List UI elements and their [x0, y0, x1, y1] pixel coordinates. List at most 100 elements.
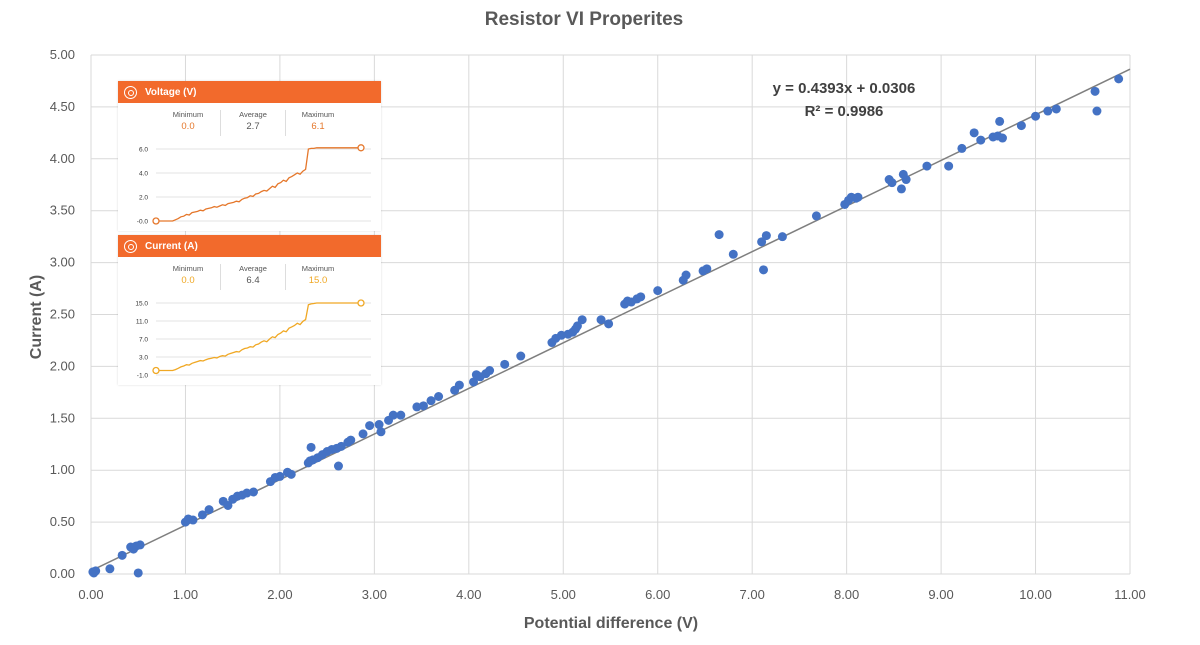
current-stat-max: Maximum 15.0 [286, 264, 350, 290]
mini-tick-label: 2.0 [139, 195, 148, 202]
data-point [556, 330, 566, 340]
data-point [275, 471, 285, 481]
data-point [133, 568, 143, 578]
stat-label: Maximum [301, 264, 335, 273]
y-tick-label: 4.50 [50, 99, 75, 114]
stat-label: Minimum [172, 264, 204, 273]
voltage-panel: Voltage (V) Minimum 0.0 Average 2.7 Maxi… [118, 81, 381, 231]
current-stat-min: Minimum 0.0 [156, 264, 221, 290]
data-point [702, 264, 712, 274]
data-point [469, 377, 479, 387]
data-point [636, 292, 646, 302]
data-point [957, 143, 967, 153]
x-tick-label: 0.00 [78, 587, 103, 602]
mini-end-marker [357, 144, 365, 152]
data-point [286, 469, 296, 479]
data-point [681, 270, 691, 280]
mini-series-line [156, 302, 361, 372]
y-tick-label: 1.50 [50, 410, 75, 425]
x-tick-label: 8.00 [834, 587, 859, 602]
x-tick-label: 1.00 [173, 587, 198, 602]
scatter-points [88, 74, 1124, 578]
data-point [976, 135, 986, 145]
y-tick-label: 3.50 [50, 203, 75, 218]
y-tick-label: 5.00 [50, 47, 75, 62]
data-point [572, 321, 582, 331]
voltage-stat-max: Maximum 6.1 [286, 110, 350, 136]
data-point [117, 550, 127, 560]
stat-label: Average [239, 110, 267, 119]
data-point [944, 161, 954, 171]
data-point [1114, 74, 1124, 84]
x-tick-label: 9.00 [928, 587, 953, 602]
mini-series-line [156, 147, 361, 222]
data-point [1090, 86, 1100, 96]
voltage-stat-min: Minimum 0.0 [156, 110, 221, 136]
voltage-panel-header: Voltage (V) [118, 81, 381, 103]
stat-value: 0.0 [181, 121, 195, 132]
tick-labels: 0.00 1.00 2.00 3.00 4.00 5.00 6.00 7.00 8.00 9.00… [50, 47, 1146, 602]
data-point [922, 161, 932, 171]
x-tick-label: 6.00 [645, 587, 670, 602]
chart-title: Resistor VI Properites [485, 9, 684, 30]
stat-value: 6.4 [246, 275, 260, 286]
trendline-equation: y = 0.4393x + 0.0306 [773, 80, 916, 97]
y-tick-label: 0.00 [50, 566, 75, 581]
x-tick-label: 2.00 [267, 587, 292, 602]
data-point [434, 392, 444, 402]
voltage-stat-avg: Average 2.7 [221, 110, 286, 136]
mini-tick-label: -1.0 [137, 373, 149, 380]
x-tick-label: 5.00 [551, 587, 576, 602]
data-point [485, 366, 495, 376]
data-point [135, 540, 145, 550]
stat-label: Maximum [301, 110, 335, 119]
y-tick-label: 0.50 [50, 514, 75, 529]
data-point [388, 410, 398, 420]
data-point [1031, 111, 1041, 121]
mini-start-marker [152, 366, 160, 375]
data-point [596, 315, 606, 325]
mini-tick-label: 15.0 [135, 301, 148, 308]
mini-tick-label: -0.0 [137, 219, 149, 226]
stat-value: 0.0 [181, 275, 195, 286]
stat-value: 2.7 [246, 121, 260, 132]
voltage-panel-title: Voltage (V) [145, 86, 197, 98]
r-squared-label: R² = 0.9986 [805, 103, 884, 120]
current-mini-chart: -1.0 3.0 7.0 11.0 15.0 [135, 299, 371, 380]
y-tick-label: 1.00 [50, 462, 75, 477]
data-point [896, 184, 906, 194]
y-tick-label: 3.00 [50, 255, 75, 270]
data-point [358, 429, 368, 439]
data-point [105, 564, 115, 574]
data-point [757, 237, 767, 247]
data-point [336, 441, 346, 451]
data-point [454, 380, 464, 390]
data-point [995, 116, 1005, 126]
data-point [333, 461, 343, 471]
y-tick-label: 2.50 [50, 307, 75, 322]
data-point [1043, 106, 1053, 116]
mini-tick-label: 4.0 [139, 171, 148, 178]
data-point [374, 420, 384, 430]
gauge-icon [124, 85, 137, 99]
data-point [365, 421, 375, 431]
data-point [759, 265, 769, 275]
current-stat-avg: Average 6.4 [221, 264, 286, 290]
data-point [516, 351, 526, 361]
voltage-mini-chart: -0.0 2.0 4.0 6.0 [137, 144, 371, 226]
stat-value: 6.1 [311, 121, 325, 132]
mini-tick-label: 11.0 [136, 319, 149, 326]
data-point [997, 133, 1007, 143]
mini-start-marker [152, 217, 160, 225]
data-point [346, 435, 356, 445]
x-tick-label: 10.00 [1019, 587, 1052, 602]
current-panel-title: Current (A) [145, 240, 198, 252]
y-tick-label: 4.00 [50, 151, 75, 166]
data-point [577, 315, 587, 325]
data-point [500, 359, 510, 369]
y-axis-title: Current (A) [28, 275, 45, 359]
x-tick-label: 11.00 [1114, 587, 1146, 602]
mini-tick-label: 3.0 [139, 355, 148, 362]
data-point [901, 175, 911, 185]
stat-label: Minimum [172, 110, 204, 119]
